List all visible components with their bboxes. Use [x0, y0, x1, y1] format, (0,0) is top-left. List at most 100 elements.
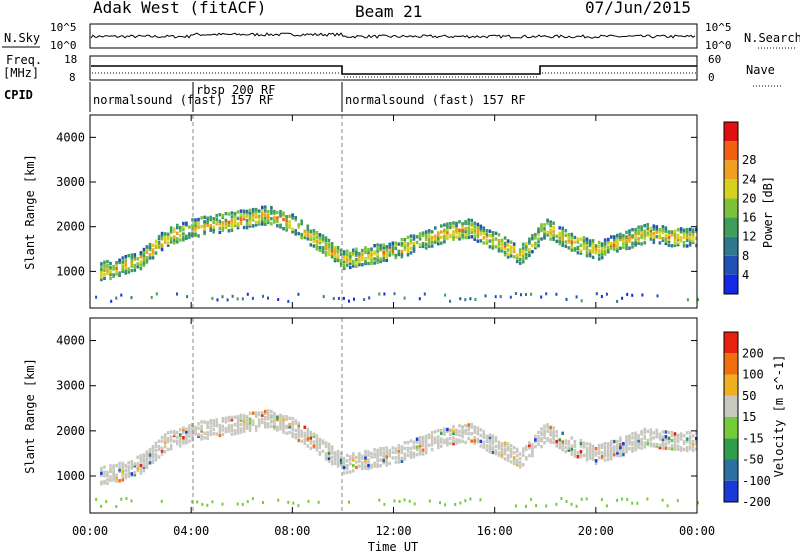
power-echo-cell-760 — [534, 232, 537, 237]
velocity-echo-cell-766 — [540, 444, 543, 449]
velocity-echo-cell-574 — [424, 439, 428, 443]
velocity-echo-cell-484 — [373, 448, 376, 452]
power-echo-cell-261 — [251, 213, 255, 217]
velocity-echo-cell-826 — [573, 440, 577, 444]
velocity-echo-cell-842 — [585, 449, 589, 454]
velocity-echo-cell-112 — [160, 449, 164, 453]
velocity-echo-cell-35 — [121, 478, 124, 482]
velocity-echo-cell-729 — [515, 463, 519, 467]
power-echo-cell-284 — [264, 216, 267, 220]
velocity-echo-cell-869 — [600, 451, 604, 455]
power-echo-cell-355 — [309, 229, 313, 233]
velocity-echo-cell-118 — [163, 441, 167, 445]
velocity-echo-cell-843 — [585, 446, 589, 451]
velocity-echo-cell-627 — [458, 438, 461, 442]
velocity-echo-cell-576 — [424, 434, 428, 438]
power-echo-cell-1032 — [688, 238, 692, 242]
power-echo-cell-158 — [191, 218, 194, 222]
velocity-echo-cell-1055 — [160, 499, 163, 503]
power-echo-cell-955 — [643, 229, 646, 233]
power-echo-cell-993 — [667, 243, 671, 247]
power-echo-cell-26 — [112, 267, 115, 271]
velocity-frame — [89, 317, 698, 514]
velocity-echo-cell-460 — [361, 461, 364, 465]
velocity-echo-cell-717 — [506, 442, 510, 446]
power-echo-cell-517 — [394, 246, 398, 251]
power-echo-cell-1024 — [685, 244, 689, 248]
power-colorbar-tick-1: 8 — [742, 249, 749, 263]
velocity-echo-cell-928 — [631, 446, 634, 451]
velocity-echo-cell-951 — [640, 430, 643, 434]
velocity-echo-cell-725 — [512, 459, 516, 463]
velocity-echo-cell-949 — [640, 437, 643, 442]
velocity-echo-cell-594 — [437, 435, 440, 439]
velocity-echo-cell-601 — [443, 440, 446, 445]
velocity-echo-cell-51 — [127, 465, 130, 469]
power-echo-cell-339 — [300, 232, 303, 237]
power-echo-cell-340 — [300, 222, 303, 226]
power-echo-cell-287 — [264, 209, 267, 213]
velocity-echo-cell-906 — [619, 445, 622, 450]
velocity-echo-cell-961 — [646, 429, 649, 433]
velocity-echo-cell-181 — [200, 427, 203, 431]
power-echo-cell-293 — [267, 210, 270, 214]
power-echo-cell-365 — [315, 239, 319, 243]
power-echo-cell-1068 — [287, 299, 290, 303]
power-echo-cell-1039 — [691, 235, 695, 239]
velocity-echo-cell-119 — [163, 438, 167, 442]
velocity-echo-cell-552 — [415, 452, 419, 457]
power-echo-cell-36 — [118, 258, 121, 262]
velocity-echo-cell-935 — [634, 442, 637, 446]
velocity-echo-cell-716 — [506, 446, 510, 450]
velocity-echo-cell-777 — [543, 424, 546, 428]
velocity-echo-cell-774 — [543, 432, 546, 437]
power-echo-cell-696 — [497, 241, 501, 246]
power-echo-cell-304 — [276, 224, 279, 228]
power-echo-cell-359 — [312, 234, 316, 238]
velocity-echo-cell-888 — [610, 449, 613, 453]
velocity-echo-cell-323 — [282, 420, 285, 425]
velocity-echo-cell-412 — [330, 447, 334, 452]
velocity-echo-cell-1011 — [673, 432, 677, 436]
power-echo-cell-313 — [282, 227, 285, 231]
velocity-echo-cell-462 — [361, 454, 364, 458]
velocity-echo-cell-275 — [257, 421, 261, 425]
velocity-echo-cell-939 — [634, 431, 637, 435]
power-echo-cell-536 — [406, 247, 410, 252]
power-echo-cell-1019 — [682, 241, 686, 245]
power-echo-cell-120 — [166, 232, 170, 236]
power-echo-cell-863 — [594, 246, 598, 250]
velocity-echo-cell-871 — [600, 443, 604, 447]
velocity-echo-cell-556 — [415, 437, 419, 441]
velocity-echo-cell-61 — [133, 462, 137, 466]
velocity-echo-cell-124 — [166, 436, 170, 441]
power-echo-cell-135 — [176, 223, 179, 228]
velocity-echo-cell-886 — [610, 453, 613, 458]
velocity-echo-cell-1053 — [125, 497, 128, 500]
velocity-echo-cell-630 — [458, 424, 461, 428]
velocity-echo-cell-637 — [464, 440, 467, 445]
power-echo-cell-685 — [491, 241, 495, 245]
velocity-echo-cell-682 — [488, 433, 492, 437]
power-echo-cell-562 — [424, 246, 428, 250]
velocity-echo-cell-145 — [182, 441, 185, 445]
power-echo-cell-1021 — [682, 232, 686, 237]
velocity-echo-cell-1022 — [682, 447, 686, 452]
velocity-echo-cell-910 — [622, 453, 625, 457]
velocity-echo-cell-24 — [112, 467, 115, 471]
velocity-echo-cell-513 — [388, 448, 391, 453]
velocity-echo-cell-853 — [591, 452, 595, 457]
velocity-echo-cell-741 — [522, 453, 525, 457]
power-echo-cell-902 — [616, 242, 619, 246]
velocity-echo-cell-1097 — [570, 502, 573, 506]
velocity-echo-cell-313 — [279, 427, 282, 431]
power-echo-cell-333 — [294, 218, 297, 222]
power-echo-cell-924 — [628, 235, 631, 240]
velocity-echo-cell-750 — [528, 443, 531, 448]
velocity-echo-cell-976 — [655, 431, 659, 436]
velocity-echo-cell-814 — [567, 442, 571, 446]
velocity-echo-cell-369 — [306, 427, 310, 431]
power-echo-cell-252 — [248, 222, 252, 226]
velocity-echo-cell-280 — [261, 417, 264, 422]
